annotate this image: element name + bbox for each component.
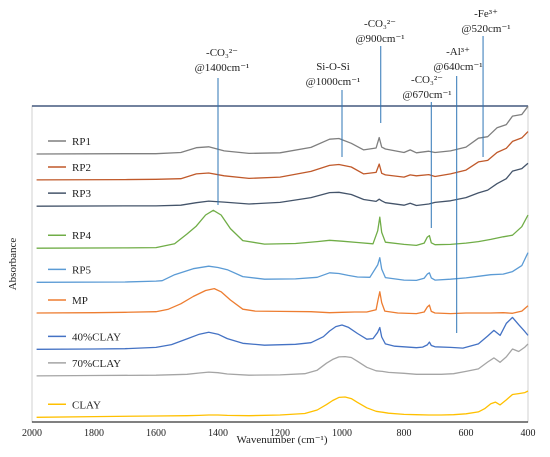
annotation-wavenumber: @520cm⁻¹ — [461, 23, 510, 35]
legend-label-mp: MP — [72, 295, 88, 307]
series-line-rp3 — [36, 162, 529, 207]
x-tick-label: 1400 — [208, 428, 228, 439]
x-tick-label: 1200 — [270, 428, 290, 439]
annotation-label: -CO₃²⁻ — [411, 74, 443, 86]
x-tick-label: 800 — [397, 428, 412, 439]
series-line-70pctclay — [36, 343, 529, 377]
annotation-layer: -CO₃²⁻ @1400cm⁻¹ Si-O-Si @1000cm⁻¹ -CO₃²⁻ @90… — [195, 8, 511, 333]
annotation-label: -CO₃²⁻ — [206, 47, 238, 59]
annotation-wavenumber: @670cm⁻¹ — [402, 89, 451, 101]
legend-layer: RP1 RP2 RP3 RP4 RP5 MP 40%CLAY 70%CLAY CLAY — [48, 136, 121, 411]
legend-label-rp3: RP3 — [72, 188, 91, 200]
legend-label-rp2: RP2 — [72, 162, 91, 174]
series-line-mp — [36, 287, 529, 315]
annotation-wavenumber: @900cm⁻¹ — [355, 33, 404, 45]
x-tick-label: 1800 — [84, 428, 104, 439]
series-layer — [36, 105, 529, 418]
series-line-clay — [36, 390, 529, 418]
legend-label-40pctclay: 40%CLAY — [72, 331, 121, 343]
x-tick-label: 400 — [521, 428, 536, 439]
x-tick-label: 1600 — [146, 428, 166, 439]
x-tick-labels: 2000 1800 1600 1400 1200 1000 800 600 400 — [22, 428, 536, 439]
series-line-rp1 — [36, 105, 529, 155]
y-axis-title: Absorbance — [7, 238, 19, 291]
series-line-rp4 — [36, 209, 529, 249]
x-tick-label: 1000 — [332, 428, 352, 439]
series-line-rp2 — [36, 131, 529, 181]
legend-label-rp5: RP5 — [72, 264, 91, 276]
legend-label-rp4: RP4 — [72, 230, 91, 242]
annotation-label: -Fe³⁺ — [474, 8, 498, 20]
legend-label-70pctclay: 70%CLAY — [72, 358, 121, 370]
series-line-40pctclay — [36, 316, 529, 350]
annotation-wavenumber: @1400cm⁻¹ — [195, 62, 250, 74]
series-line-rp5 — [36, 252, 529, 283]
annotation-wavenumber: @640cm⁻¹ — [433, 61, 482, 73]
annotation-wavenumber: @1000cm⁻¹ — [306, 76, 361, 88]
x-tick-label: 2000 — [22, 428, 42, 439]
annotation-label: -CO₃²⁻ — [364, 18, 396, 30]
annotation-label: Si-O-Si — [316, 61, 350, 73]
legend-label-rp1: RP1 — [72, 136, 91, 148]
x-tick-label: 600 — [459, 428, 474, 439]
legend-label-clay: CLAY — [72, 399, 101, 411]
x-axis-title: Wavenumber (cm⁻¹) — [237, 434, 328, 446]
annotation-label: -Al³⁺ — [446, 46, 470, 58]
